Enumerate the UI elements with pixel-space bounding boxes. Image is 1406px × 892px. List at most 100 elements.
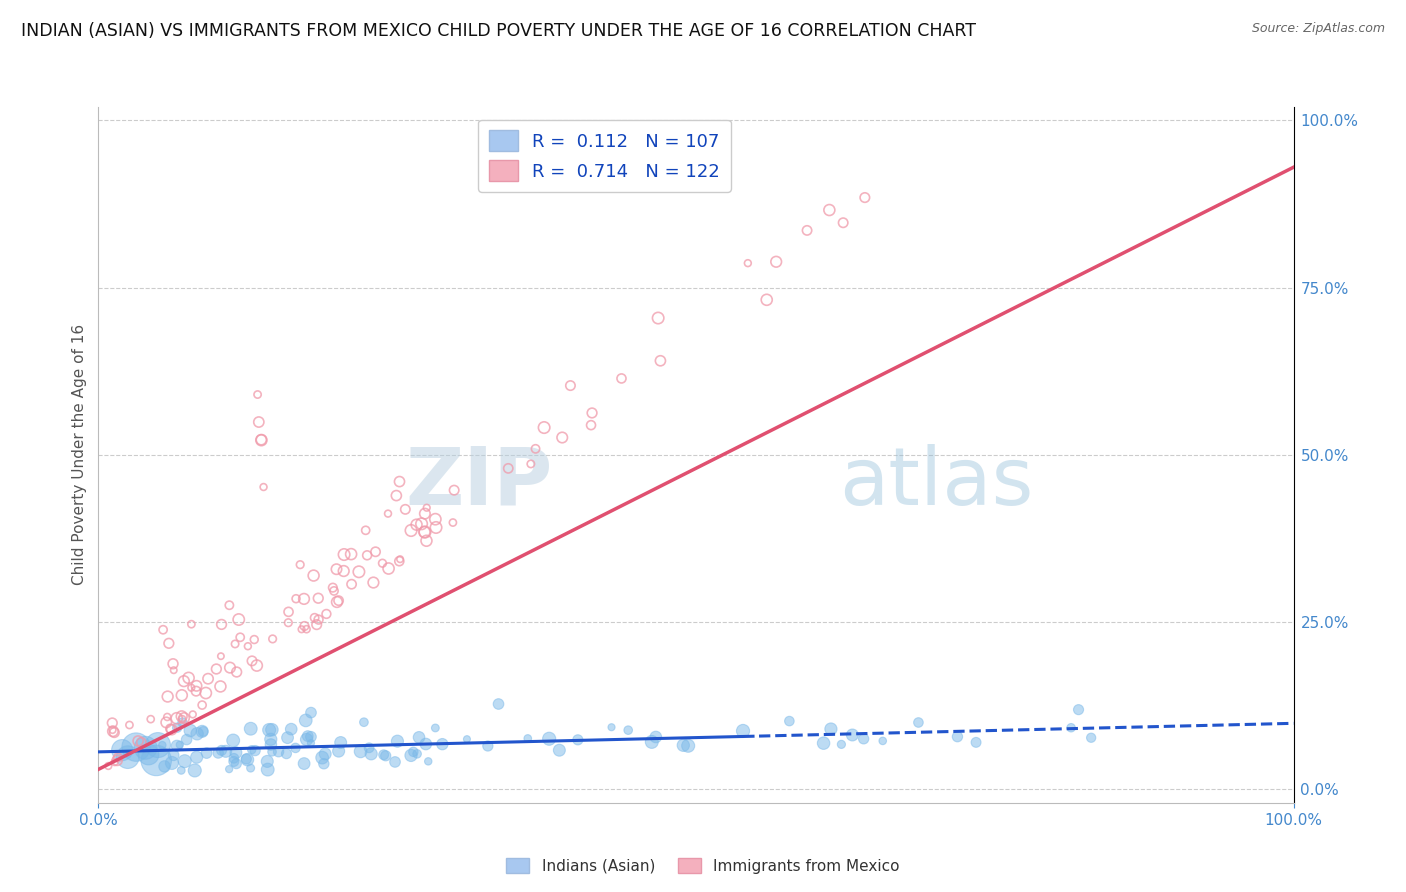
Point <box>406 747 429 761</box>
Point <box>538 731 561 746</box>
Point <box>813 736 835 750</box>
Point <box>157 636 180 650</box>
Point <box>354 524 377 538</box>
Point <box>180 617 202 632</box>
Point <box>581 406 603 420</box>
Point <box>304 611 326 625</box>
Point <box>360 747 382 761</box>
Point <box>236 639 259 653</box>
Point <box>946 730 969 744</box>
Point <box>243 743 266 757</box>
Point <box>267 745 290 759</box>
Point <box>411 516 433 531</box>
Point <box>617 723 640 738</box>
Point <box>415 500 437 515</box>
Point <box>186 750 208 764</box>
Point <box>145 754 167 768</box>
Point <box>159 722 181 736</box>
Point <box>277 605 299 619</box>
Point <box>209 649 232 664</box>
Point <box>146 738 169 752</box>
Point <box>377 507 399 521</box>
Point <box>276 747 298 761</box>
Point <box>166 711 188 725</box>
Point <box>247 415 270 429</box>
Point <box>364 545 387 559</box>
Point <box>186 727 208 741</box>
Point <box>166 721 188 735</box>
Point <box>432 737 454 751</box>
Point <box>374 748 396 763</box>
Point <box>170 688 193 702</box>
Point <box>299 706 322 720</box>
Y-axis label: Child Poverty Under the Age of 16: Child Poverty Under the Age of 16 <box>72 325 87 585</box>
Point <box>650 353 672 368</box>
Point <box>641 735 664 749</box>
Point <box>285 591 308 606</box>
Point <box>186 679 208 693</box>
Point <box>778 714 800 728</box>
Point <box>173 674 195 689</box>
Point <box>218 598 240 612</box>
Point <box>103 725 125 739</box>
Point <box>332 564 354 578</box>
Point <box>402 745 425 759</box>
Point <box>405 517 427 532</box>
Point <box>413 507 436 521</box>
Point <box>323 583 346 598</box>
Point <box>117 750 139 764</box>
Point <box>153 759 176 773</box>
Point <box>347 565 370 579</box>
Point <box>101 715 124 730</box>
Point <box>139 712 162 726</box>
Point <box>548 743 571 757</box>
Point <box>135 740 157 755</box>
Point <box>520 457 543 471</box>
Point <box>172 712 194 726</box>
Point <box>225 746 247 760</box>
Point <box>388 554 411 568</box>
Point <box>731 723 754 738</box>
Point <box>818 202 841 217</box>
Point <box>138 747 160 762</box>
Point <box>101 724 124 739</box>
Point <box>560 378 582 392</box>
Point <box>1067 703 1090 717</box>
Point <box>191 698 214 712</box>
Point <box>170 764 193 778</box>
Point <box>356 549 378 563</box>
Point <box>184 684 207 698</box>
Point <box>225 756 247 771</box>
Point <box>443 483 465 498</box>
Point <box>288 558 311 572</box>
Point <box>277 731 299 745</box>
Point <box>672 739 695 753</box>
Point <box>104 755 127 769</box>
Point <box>222 755 245 769</box>
Point <box>832 216 855 230</box>
Point <box>399 524 422 538</box>
Point <box>97 759 120 773</box>
Point <box>676 739 699 753</box>
Point <box>176 732 198 747</box>
Point <box>1080 731 1102 745</box>
Point <box>384 755 406 769</box>
Point <box>177 671 200 685</box>
Point <box>295 622 318 636</box>
Point <box>333 548 356 562</box>
Point <box>307 591 329 606</box>
Point <box>173 711 195 725</box>
Point <box>820 722 842 736</box>
Point <box>156 710 179 724</box>
Point <box>488 697 510 711</box>
Point <box>246 658 269 673</box>
Point <box>211 617 233 632</box>
Point <box>292 591 315 606</box>
Point <box>257 723 280 737</box>
Legend: Indians (Asian), Immigrants from Mexico: Indians (Asian), Immigrants from Mexico <box>501 852 905 880</box>
Point <box>222 733 245 747</box>
Point <box>353 715 375 730</box>
Point <box>297 729 319 743</box>
Point <box>907 715 929 730</box>
Point <box>441 516 464 530</box>
